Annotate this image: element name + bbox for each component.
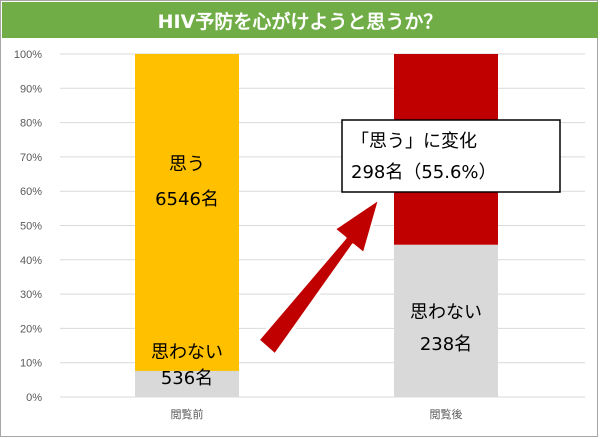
y-tick-label: 10% bbox=[20, 358, 42, 370]
y-tick-label: 40% bbox=[20, 255, 42, 267]
y-tick-label: 50% bbox=[20, 221, 42, 233]
y-tick-label: 90% bbox=[20, 83, 42, 95]
chart-title: HIV予防を心がけようと思うか？ bbox=[2, 2, 598, 38]
y-axis-ticks: 0% 10% 20% 30% 40% 50% 60% 70% 80% 90% 100% bbox=[14, 49, 42, 404]
callout-line1: 「思う」に変化 bbox=[351, 131, 477, 152]
bar-segment-omou-1 bbox=[135, 54, 239, 371]
after-omowanai-label-line1: 思わない bbox=[410, 302, 482, 323]
before-omou-label-line1: 思う bbox=[169, 154, 205, 175]
callout-line2: 298名（55.6%） bbox=[351, 162, 497, 183]
after-omowanai-label-line2: 238名 bbox=[420, 334, 472, 355]
change-arrow bbox=[256, 196, 382, 357]
y-tick-label: 70% bbox=[20, 152, 42, 164]
before-omowanai-label-line2: 536名 bbox=[161, 368, 213, 389]
x-axis-categories: 閲覧前 閲覧後 bbox=[171, 407, 463, 421]
before-omou-label-line2: 6546名 bbox=[155, 189, 219, 210]
callout-box bbox=[341, 119, 561, 193]
y-tick-label: 80% bbox=[20, 118, 42, 130]
before-omowanai-label-line1: 思わない bbox=[151, 342, 223, 363]
y-tick-label: 60% bbox=[20, 186, 42, 198]
y-tick-label: 30% bbox=[20, 289, 42, 301]
y-tick-label: 0% bbox=[26, 392, 42, 404]
bar-segment-omowanai-1 bbox=[135, 370, 239, 397]
y-tick-label: 100% bbox=[14, 49, 42, 61]
x-category-label: 閲覧後 bbox=[430, 407, 463, 421]
x-category-label: 閲覧前 bbox=[171, 407, 204, 421]
bar-segment-omowanai-2 bbox=[394, 244, 498, 397]
y-tick-label: 20% bbox=[20, 323, 42, 335]
